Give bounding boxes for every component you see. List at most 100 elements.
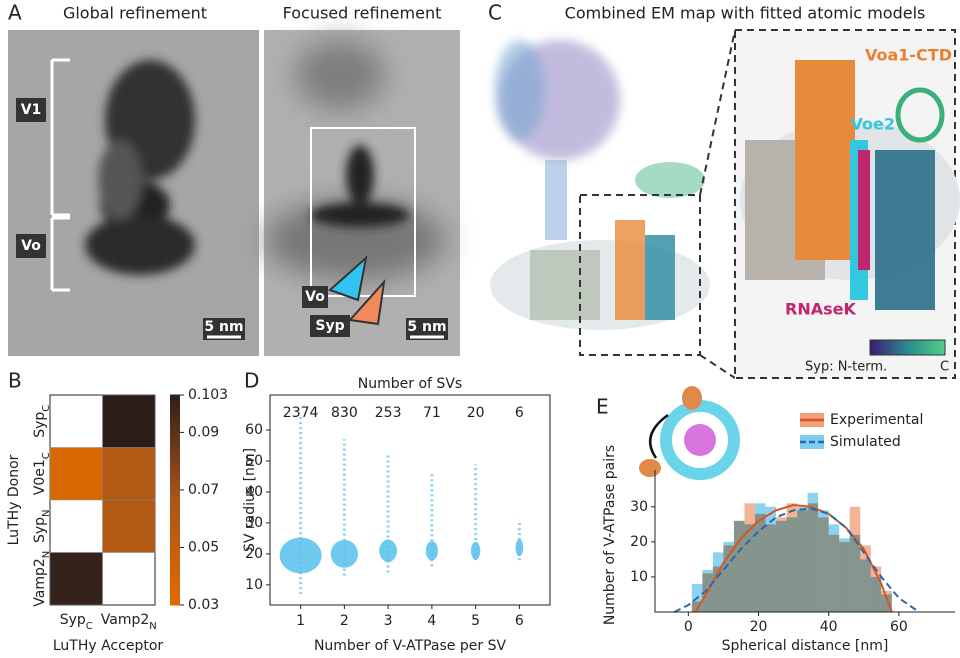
colorbar-step — [170, 447, 180, 454]
colorbar-tick-label: 0.03 — [188, 597, 219, 613]
colorbar-step — [170, 399, 180, 406]
colorbar-step — [170, 452, 180, 459]
x-tick-label: 2 — [340, 613, 349, 629]
col-label: SypC — [60, 612, 93, 632]
hist-bar — [797, 510, 808, 612]
x-tick-label: 3 — [384, 613, 393, 629]
count-label: 6 — [515, 405, 524, 421]
region-label: Vo — [305, 289, 325, 305]
col-label-base: Vamp2 — [101, 612, 150, 628]
violin-body — [470, 541, 481, 560]
hist-bar — [860, 545, 871, 612]
row-label-base: Vamp2 — [32, 558, 48, 607]
colorbar-tick-label: 0.05 — [188, 539, 219, 555]
density — [310, 145, 410, 227]
panel-label: C — [488, 1, 502, 25]
colorbar-step — [170, 567, 180, 574]
hist-bar — [755, 513, 766, 612]
colorbar-step — [170, 431, 180, 438]
count-label: 71 — [423, 405, 441, 421]
count-label: 830 — [331, 405, 358, 421]
colorbar-tick-label: 0.09 — [188, 424, 219, 440]
row-label-sub: C — [41, 405, 52, 412]
col-label-sub: N — [149, 621, 156, 632]
hist-bar — [744, 503, 755, 612]
legend-label: Simulated — [830, 434, 901, 450]
y-tick-label: 30 — [630, 499, 648, 515]
x-tick-label: 40 — [820, 619, 838, 635]
y-axis-label: SV radius [nm] — [242, 448, 258, 552]
structure — [490, 40, 710, 330]
y-tick-label: 20 — [245, 546, 263, 562]
colorbar-step — [170, 594, 180, 601]
hist-bar — [849, 506, 861, 612]
colorbar-step — [170, 420, 180, 427]
scale-bar-label: 5 nm — [204, 319, 243, 335]
x-tick-label: 6 — [515, 613, 524, 629]
row-label-sub: C — [41, 452, 52, 459]
violin-body — [379, 539, 398, 563]
label-box — [16, 234, 46, 258]
colorbar-step — [170, 515, 180, 522]
structure-zoom — [740, 60, 960, 310]
colorbar-step — [170, 499, 180, 506]
panel-label: A — [8, 1, 22, 25]
hist-bar — [881, 590, 892, 612]
arrow — [328, 255, 368, 302]
y-tick-label: 40 — [245, 484, 263, 500]
colorbar-step — [170, 520, 180, 527]
scale-bar-label: 5 nm — [407, 319, 446, 335]
x-tick-label: 0 — [684, 619, 693, 635]
y-tick-label: 10 — [245, 577, 263, 593]
colorbar-step — [170, 468, 180, 475]
x-axis-label: LuTHy Acceptor — [53, 638, 164, 654]
hist-bar — [818, 517, 829, 612]
col-label-sub: C — [86, 621, 93, 632]
row-label: SypC — [32, 405, 52, 438]
hist-bar — [839, 541, 850, 612]
hist-bar — [691, 601, 703, 612]
colorbar-step — [170, 489, 180, 496]
colorbar-step — [170, 552, 180, 559]
x-axis-label: Number of V-ATPase per SV — [314, 638, 507, 654]
zoom-box — [579, 194, 701, 356]
y-tick-label: 10 — [630, 569, 648, 585]
panel-label: B — [8, 369, 22, 393]
x-tick-label: 60 — [890, 619, 908, 635]
colorbar-step — [170, 531, 180, 538]
x-tick-label: 5 — [471, 613, 480, 629]
panel-title: Combined EM map with fitted atomic model… — [565, 4, 926, 23]
colorbar-step — [170, 494, 180, 501]
row-label-base: Syp — [32, 517, 48, 543]
row-label-sub: N — [41, 551, 52, 558]
y-axis-label: Number of V-ATPase pairs — [602, 445, 618, 625]
panel-title: Focused refinement — [283, 4, 442, 23]
bracket — [50, 58, 70, 292]
region-label: Syp — [315, 318, 344, 334]
count-label: 2374 — [283, 405, 319, 421]
hist-bar — [870, 566, 882, 612]
colorbar-tick-label: 0.07 — [188, 482, 219, 498]
density — [85, 60, 195, 275]
fit-line — [673, 507, 917, 613]
chain-label: RNAseK — [785, 300, 856, 319]
colorbar-step — [170, 478, 180, 485]
colorbar-step — [170, 394, 180, 401]
row-label-base: Syp — [32, 412, 48, 438]
count-label: 20 — [467, 405, 485, 421]
region-label: V1 — [21, 102, 42, 118]
cell — [102, 394, 156, 448]
fit-line — [694, 504, 893, 613]
label-box — [406, 318, 448, 340]
colorbar-step — [170, 510, 180, 517]
colorbar-step — [170, 426, 180, 433]
violin-body — [425, 541, 438, 561]
cell — [102, 447, 156, 501]
y-tick-label: 20 — [630, 534, 648, 550]
x-tick-label: 1 — [296, 613, 305, 629]
y-axis-label: LuTHy Donor — [6, 454, 22, 545]
cell — [49, 447, 103, 501]
row-label: SypN — [32, 509, 52, 543]
colorbar-step — [170, 573, 180, 580]
